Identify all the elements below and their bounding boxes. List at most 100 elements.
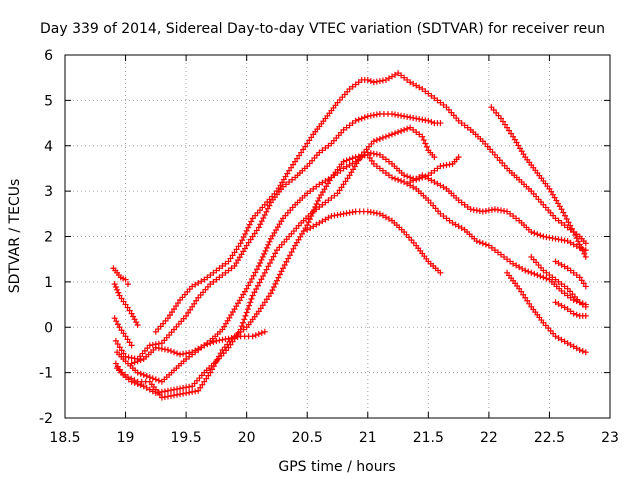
data-point-marker [395,129,402,136]
data-point-marker [245,282,252,289]
data-point-marker [561,338,568,345]
data-point-marker [437,269,444,276]
data-point-marker [245,239,252,246]
data-point-marker [576,241,583,248]
data-point-marker [434,180,441,187]
data-point-marker [254,266,261,273]
data-point-marker [382,156,389,163]
data-point-marker [261,299,268,306]
data-point-marker [113,318,120,325]
data-point-marker [195,387,202,394]
data-point-marker [305,219,312,226]
data-point-marker [338,184,345,191]
data-point-marker [243,309,250,316]
series-sat-16 [304,208,444,276]
data-point-marker [124,281,131,288]
data-point-marker [507,258,514,265]
data-point-marker [382,133,389,140]
data-point-marker [120,298,127,305]
data-point-marker [126,307,133,314]
data-point-marker [395,176,402,183]
data-point-marker [325,176,332,183]
data-point-marker [128,342,135,349]
data-point-marker [195,345,202,352]
data-point-marker [455,197,462,204]
data-point-marker [385,75,392,82]
data-point-marker [578,277,585,284]
data-point-marker [413,129,420,136]
data-point-marker [570,228,577,235]
data-point-marker [564,265,571,272]
data-point-marker [519,265,526,272]
data-point-marker [313,200,320,207]
data-point-marker [358,115,365,122]
data-point-marker [337,167,344,174]
data-point-marker [257,259,264,266]
data-point-marker [222,260,229,267]
data-point-marker [192,347,199,354]
data-point-marker [525,268,532,275]
data-point-marker [248,295,255,302]
data-point-marker [398,128,405,135]
data-point-marker [507,210,514,217]
data-point-marker [555,300,562,307]
data-point-marker [285,255,292,262]
data-point-marker [425,175,432,182]
data-point-marker [294,155,301,162]
data-point-marker [431,95,438,102]
data-point-marker [582,312,589,319]
data-point-marker [173,303,180,310]
data-point-marker [213,267,220,274]
series-sat-2 [114,124,438,397]
data-point-marker [455,117,462,124]
data-point-marker [346,156,353,163]
data-point-marker [238,323,245,330]
data-point-marker [543,269,550,276]
data-point-marker [207,272,214,279]
data-point-marker [134,369,141,376]
data-point-marker [288,164,295,171]
data-point-marker [319,201,326,208]
data-point-marker [245,224,252,231]
y-axis-title: SDTVAR / TECUs [7,179,23,294]
data-point-marker [461,122,468,129]
data-point-marker [263,244,270,251]
data-point-marker [513,262,520,269]
data-point-marker [118,327,125,334]
data-point-marker [340,181,347,188]
data-point-marker [564,238,571,245]
data-point-marker [267,290,274,297]
data-point-marker [340,126,347,133]
data-point-marker [140,371,147,378]
data-point-marker [319,147,326,154]
data-point-marker [319,179,326,186]
y-tick-label: -1 [39,366,53,382]
data-point-marker [537,232,544,239]
data-point-marker [304,140,311,147]
data-point-marker [389,174,395,181]
data-point-marker [540,267,547,274]
data-point-marker [244,306,251,313]
data-point-marker [122,301,129,308]
data-point-marker [576,274,583,281]
data-point-marker [322,199,329,206]
data-point-marker [528,228,535,235]
data-point-marker [227,341,234,348]
data-point-marker [307,188,314,195]
y-tick-label: 6 [44,48,53,64]
data-point-marker [364,76,371,83]
data-point-marker [171,306,177,313]
data-point-marker [304,190,311,197]
data-point-marker [118,347,125,354]
data-point-marker [288,249,295,256]
data-point-marker [343,163,350,170]
y-tick-label: 3 [44,184,53,200]
data-point-marker [266,238,273,245]
data-point-marker [428,169,435,176]
data-point-marker [581,250,588,257]
data-point-marker [567,239,574,246]
data-point-marker [349,160,356,167]
data-point-marker [531,270,538,277]
data-point-marker [316,181,323,188]
x-tick-label: 21 [359,430,377,446]
